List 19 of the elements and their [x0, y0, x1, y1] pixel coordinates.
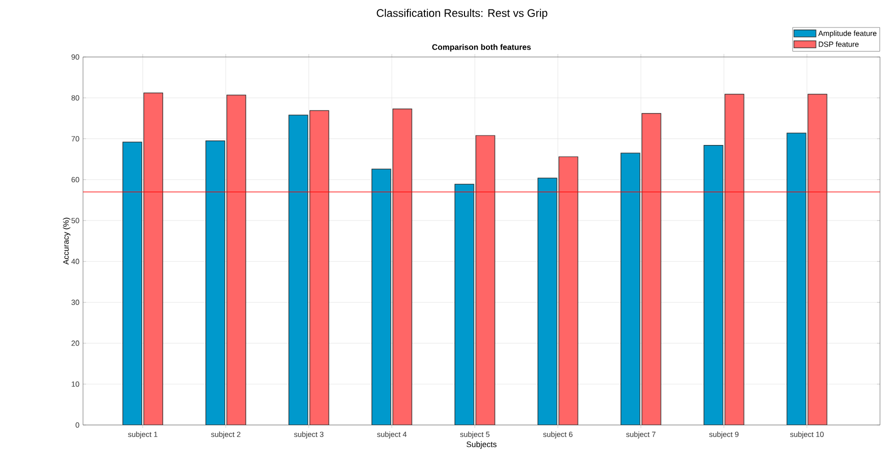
bar	[476, 135, 496, 425]
bar	[642, 113, 662, 425]
bar	[372, 168, 392, 425]
bar	[226, 94, 246, 425]
bar	[206, 140, 226, 425]
bar	[724, 94, 744, 425]
bar	[288, 114, 308, 425]
chart-title: Classification Results: Rest vs Grip	[376, 8, 548, 20]
bar	[454, 184, 474, 425]
bar	[310, 110, 330, 425]
bar	[143, 92, 164, 425]
bar	[704, 145, 724, 425]
bar	[558, 156, 578, 425]
bar	[538, 178, 558, 425]
bar	[786, 132, 806, 425]
bar	[122, 142, 142, 425]
bar	[808, 94, 828, 425]
bar	[620, 152, 640, 425]
bar	[392, 108, 412, 425]
